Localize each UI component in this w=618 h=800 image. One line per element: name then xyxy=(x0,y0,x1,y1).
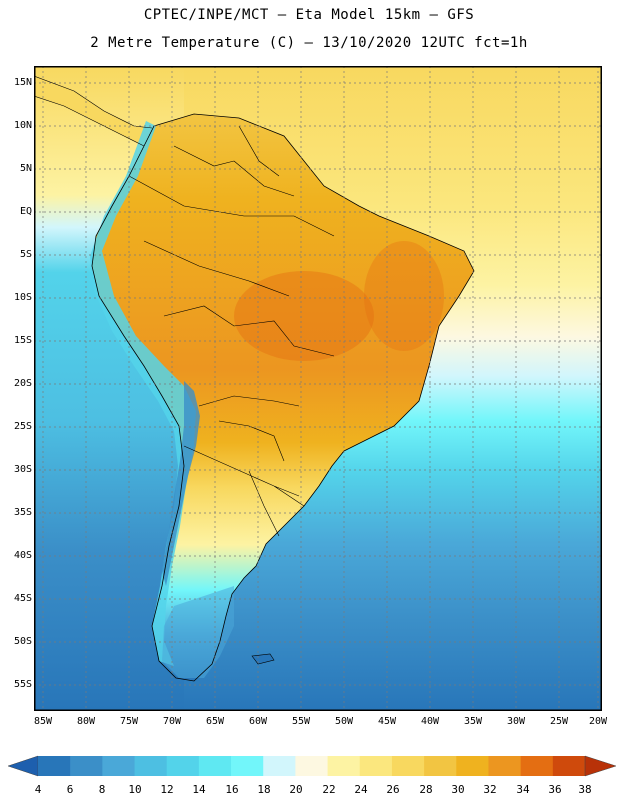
lon-label: 65W xyxy=(205,716,225,727)
colorbar-label: 26 xyxy=(386,783,400,796)
lat-label: 5S xyxy=(19,249,32,260)
colorbar-label: 22 xyxy=(322,783,336,796)
colorbar-label: 34 xyxy=(516,783,530,796)
colorbar-left-arrow xyxy=(7,755,39,777)
colorbar-cell xyxy=(263,756,296,776)
temperature-map xyxy=(34,66,602,711)
colorbar-cell xyxy=(38,756,71,776)
colorbar-label: 12 xyxy=(160,783,174,796)
colorbar-label: 28 xyxy=(419,783,433,796)
lat-label: 30S xyxy=(13,464,32,475)
colorbar-cell xyxy=(166,756,200,776)
colorbar-cell xyxy=(391,756,425,776)
lat-label: 35S xyxy=(13,507,32,518)
patagonia-region xyxy=(162,586,234,678)
colorbar-label: 8 xyxy=(98,783,106,796)
lat-label: 50S xyxy=(13,636,32,647)
colorbar-cell xyxy=(520,756,554,776)
colorbar-cell xyxy=(70,756,103,776)
lon-label: 40W xyxy=(420,716,440,727)
colorbar-label: 32 xyxy=(483,783,497,796)
lon-label: 50W xyxy=(334,716,354,727)
title-line-2: 2 Metre Temperature (C) — 13/10/2020 12U… xyxy=(90,35,528,51)
colorbar-label: 4 xyxy=(34,783,42,796)
title-line-1: CPTEC/INPE/MCT — Eta Model 15km — GFS xyxy=(143,7,475,23)
lat-label: 55S xyxy=(13,679,32,690)
northeast-hot-zone xyxy=(364,241,444,351)
colorbar-cell xyxy=(134,756,168,776)
lon-label: 60W xyxy=(248,716,268,727)
colorbar-label: 6 xyxy=(66,783,74,796)
colorbar-label: 14 xyxy=(192,783,206,796)
coastline xyxy=(91,113,475,682)
falkland-islands xyxy=(251,653,275,665)
lon-label: 25W xyxy=(549,716,569,727)
brazil-hot-zone xyxy=(234,271,374,361)
colorbar-cell xyxy=(359,756,393,776)
lat-label: 10S xyxy=(13,292,32,303)
lon-label: 45W xyxy=(377,716,397,727)
lat-label: EQ xyxy=(19,206,32,217)
colorbar-label: 36 xyxy=(548,783,562,796)
lat-label: 20S xyxy=(13,378,32,389)
colorbar-label: 20 xyxy=(289,783,303,796)
colorbar-cells xyxy=(38,756,586,776)
central-america xyxy=(34,76,152,146)
colorbar-cell xyxy=(198,756,232,776)
lon-label: 55W xyxy=(291,716,311,727)
lon-label: 30W xyxy=(506,716,526,727)
colorbar-cell xyxy=(231,756,264,776)
lat-label: 45S xyxy=(13,593,32,604)
colorbar-cell xyxy=(456,756,489,776)
colorbar-label: 38 xyxy=(578,783,592,796)
colorbar-cell xyxy=(552,756,586,776)
lat-label: 40S xyxy=(13,550,32,561)
colorbar-right-arrow xyxy=(584,755,617,777)
lon-label: 35W xyxy=(463,716,483,727)
lon-label: 75W xyxy=(119,716,139,727)
lon-label: 80W xyxy=(76,716,96,727)
colorbar-cell xyxy=(327,756,361,776)
south-america-landmass xyxy=(92,114,474,681)
colorbar-label: 24 xyxy=(354,783,368,796)
colorbar-label: 30 xyxy=(451,783,465,796)
lat-label: 5N xyxy=(19,163,32,174)
lon-label: 20W xyxy=(588,716,608,727)
lon-label: 70W xyxy=(162,716,182,727)
lat-label: 15N xyxy=(13,77,32,88)
colorbar xyxy=(7,755,617,777)
central-america-coast xyxy=(34,75,153,147)
colorbar-label: 18 xyxy=(257,783,271,796)
colorbar-cell xyxy=(102,756,136,776)
map-border xyxy=(34,66,602,711)
colorbar-label: 10 xyxy=(128,783,142,796)
lon-label: 85W xyxy=(33,716,53,727)
lat-label: 15S xyxy=(13,335,32,346)
lat-label: 25S xyxy=(13,421,32,432)
country-borders xyxy=(128,125,335,537)
lat-label: 10N xyxy=(13,120,32,131)
colorbar-cell xyxy=(488,756,522,776)
colorbar-cell xyxy=(295,756,329,776)
colorbar-label: 16 xyxy=(225,783,239,796)
colorbar-cell xyxy=(424,756,457,776)
